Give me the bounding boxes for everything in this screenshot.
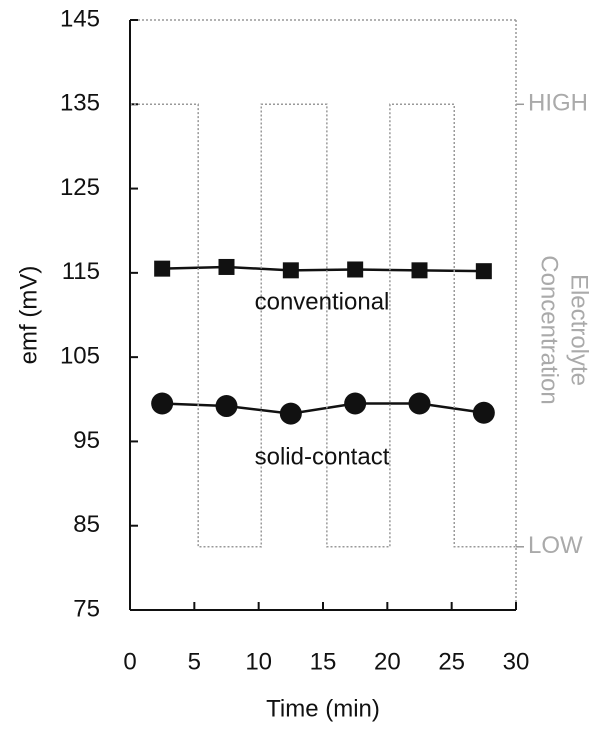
- y2-tick-label: LOW: [528, 532, 583, 559]
- circle-marker: [344, 392, 367, 415]
- y2-axis-label: Electrolyte: [566, 274, 593, 386]
- x-tick-label: 25: [438, 648, 465, 675]
- square-marker: [475, 263, 492, 280]
- circle-marker: [151, 392, 174, 415]
- square-marker: [154, 260, 171, 277]
- square-marker: [282, 262, 299, 279]
- y-axis-label: emf (mV): [15, 266, 42, 365]
- y-tick-label: 125: [60, 174, 100, 201]
- y-tick-label: 75: [73, 595, 100, 622]
- y-tick-label: 145: [60, 5, 100, 32]
- x-tick-label: 30: [503, 648, 530, 675]
- annotation: solid-contact: [255, 443, 390, 470]
- x-tick-label: 15: [310, 648, 337, 675]
- square-marker: [411, 262, 428, 279]
- square-marker: [347, 261, 364, 278]
- circle-marker: [279, 402, 302, 425]
- x-tick-label: 10: [245, 648, 272, 675]
- circle-marker: [408, 392, 431, 415]
- concentration-line: [130, 103, 516, 548]
- x-tick-label: 5: [188, 648, 201, 675]
- series-line: [162, 402, 485, 415]
- circle-marker: [215, 395, 238, 418]
- x-tick-label: 0: [123, 648, 136, 675]
- series-line: [162, 265, 484, 273]
- y-tick-label: 115: [62, 258, 100, 285]
- circle-marker: [472, 401, 495, 424]
- y-tick-label: 95: [73, 427, 100, 454]
- y-tick-label: 105: [60, 342, 100, 369]
- x-tick-label: 20: [374, 648, 401, 675]
- y2-axis-label: Concentration: [536, 255, 563, 404]
- annotation: conventional: [255, 288, 390, 315]
- y2-tick-label: HIGH: [528, 90, 588, 117]
- square-marker: [218, 258, 235, 275]
- x-axis-label: Time (min): [266, 695, 380, 722]
- y-tick-label: 85: [73, 511, 100, 538]
- y-tick-label: 135: [60, 90, 100, 117]
